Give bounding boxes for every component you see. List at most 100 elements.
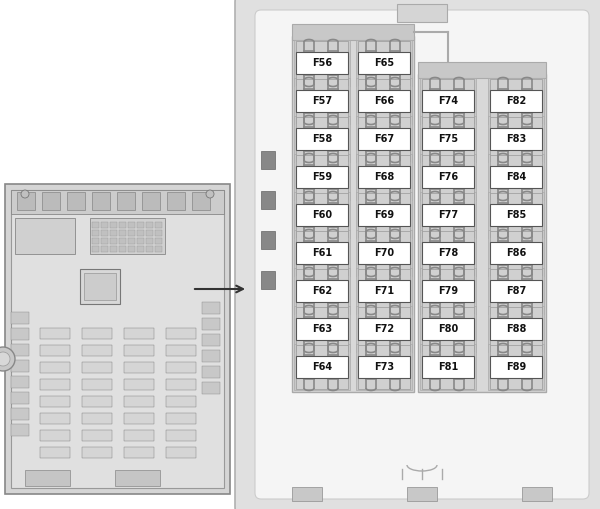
Bar: [358, 345, 410, 356]
Bar: [358, 90, 410, 112]
Bar: [422, 231, 474, 242]
Bar: [292, 487, 322, 501]
Bar: [422, 90, 474, 112]
Bar: [422, 193, 474, 204]
Bar: [296, 188, 348, 199]
Bar: [155, 246, 162, 252]
Bar: [11, 190, 224, 214]
Bar: [202, 334, 220, 346]
Bar: [124, 413, 154, 424]
Bar: [192, 192, 210, 210]
Text: F56: F56: [312, 58, 332, 68]
Bar: [110, 222, 117, 228]
Bar: [490, 117, 542, 128]
Bar: [358, 302, 410, 313]
Bar: [296, 128, 348, 150]
Bar: [422, 302, 474, 313]
Bar: [128, 246, 135, 252]
Bar: [358, 166, 410, 188]
Text: F80: F80: [438, 324, 458, 334]
Bar: [407, 487, 437, 501]
Text: F62: F62: [312, 286, 332, 296]
Bar: [166, 413, 196, 424]
Bar: [358, 150, 410, 161]
Circle shape: [206, 190, 214, 198]
Bar: [296, 302, 348, 313]
Text: F76: F76: [438, 172, 458, 182]
Bar: [358, 52, 410, 74]
Bar: [92, 238, 99, 244]
Bar: [82, 379, 112, 390]
Bar: [119, 246, 126, 252]
Bar: [356, 116, 412, 162]
Bar: [11, 424, 29, 436]
Bar: [422, 280, 474, 302]
Bar: [92, 222, 99, 228]
Bar: [356, 268, 412, 314]
Bar: [422, 378, 474, 389]
Bar: [40, 430, 70, 441]
Bar: [166, 345, 196, 356]
Bar: [356, 306, 412, 352]
Text: F72: F72: [374, 324, 394, 334]
Bar: [358, 226, 410, 237]
Bar: [296, 204, 348, 226]
Bar: [356, 78, 412, 124]
Bar: [202, 382, 220, 394]
Bar: [422, 128, 474, 150]
Bar: [420, 230, 476, 276]
Bar: [124, 345, 154, 356]
Bar: [488, 268, 544, 314]
Bar: [119, 222, 126, 228]
Bar: [261, 271, 275, 289]
Bar: [358, 242, 410, 264]
Bar: [358, 318, 410, 340]
Bar: [11, 408, 29, 420]
Bar: [356, 344, 412, 390]
Bar: [80, 269, 120, 304]
Bar: [296, 378, 348, 389]
Bar: [11, 392, 29, 404]
Bar: [422, 345, 474, 356]
Bar: [418, 74, 546, 392]
Bar: [82, 362, 112, 373]
Bar: [420, 192, 476, 238]
Bar: [202, 366, 220, 378]
Bar: [202, 318, 220, 330]
Bar: [101, 222, 108, 228]
Bar: [296, 150, 348, 161]
Bar: [422, 269, 474, 280]
Bar: [11, 190, 224, 488]
Bar: [490, 242, 542, 264]
Bar: [124, 379, 154, 390]
Bar: [488, 192, 544, 238]
Bar: [137, 246, 144, 252]
Bar: [490, 112, 542, 123]
Bar: [110, 230, 117, 236]
Bar: [92, 230, 99, 236]
Bar: [490, 204, 542, 226]
Bar: [358, 204, 410, 226]
Bar: [420, 306, 476, 352]
Bar: [166, 430, 196, 441]
Bar: [124, 362, 154, 373]
Circle shape: [0, 352, 10, 366]
Bar: [294, 40, 350, 86]
Bar: [397, 4, 447, 22]
Bar: [490, 231, 542, 242]
Bar: [292, 36, 414, 392]
Bar: [292, 24, 414, 40]
Bar: [294, 154, 350, 200]
Bar: [358, 378, 410, 389]
Circle shape: [0, 347, 15, 371]
FancyBboxPatch shape: [255, 10, 589, 499]
Bar: [358, 269, 410, 280]
Text: F81: F81: [438, 362, 458, 372]
Bar: [124, 328, 154, 339]
Bar: [488, 344, 544, 390]
Bar: [155, 230, 162, 236]
Bar: [422, 242, 474, 264]
Bar: [358, 128, 410, 150]
Bar: [40, 328, 70, 339]
Bar: [17, 192, 35, 210]
